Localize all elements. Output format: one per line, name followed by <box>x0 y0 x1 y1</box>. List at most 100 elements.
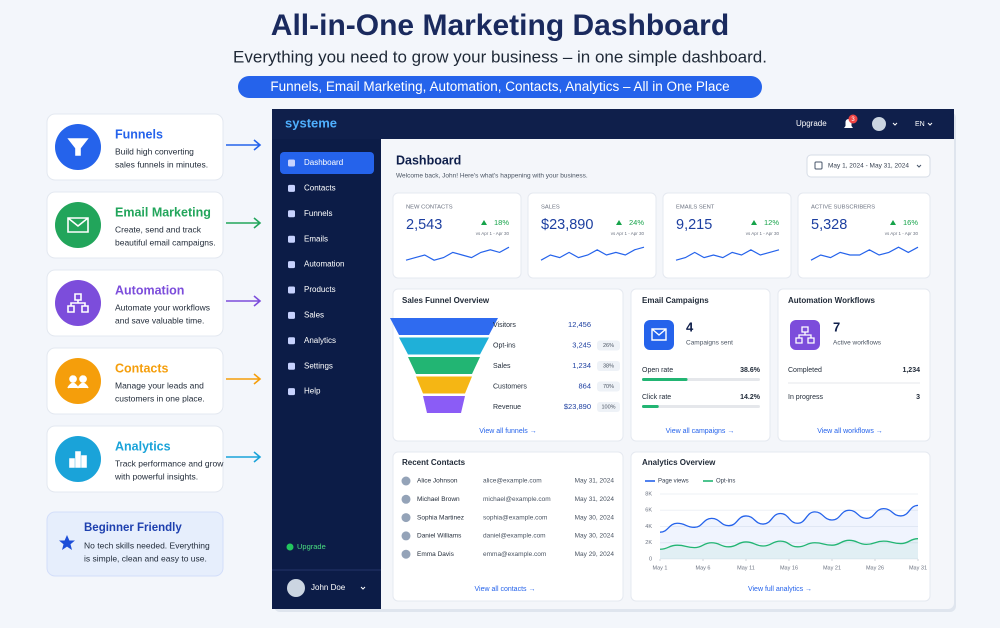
stage-label: Sales <box>493 363 511 370</box>
card-title: Email Campaigns <box>642 296 709 305</box>
card-link[interactable]: View all workflows → <box>817 428 883 435</box>
rate-pill <box>597 361 620 371</box>
nav-icon <box>288 261 295 269</box>
feature-description: Manage your leads and <box>115 380 204 390</box>
contact-name[interactable]: Daniel Williams <box>417 533 462 540</box>
card-link[interactable]: View all contacts → <box>475 586 536 593</box>
rate-pill <box>597 340 620 351</box>
stat-compare: vs Apr 1 - Apr 30 <box>476 231 510 236</box>
contact-name[interactable]: Michael Brown <box>417 496 460 503</box>
nav-item[interactable]: Dashboard <box>304 158 343 167</box>
metric-value: 1,234 <box>902 367 920 374</box>
stat-compare: vs Apr 1 - Apr 30 <box>611 231 645 236</box>
contact-name[interactable]: Alice Johnson <box>417 478 458 485</box>
feature-icon <box>67 138 89 156</box>
card <box>777 288 931 442</box>
date-range[interactable]: May 1, 2024 - May 31, 2024 <box>828 163 909 170</box>
workflow-count: 7 <box>833 319 840 334</box>
beginner-card <box>46 511 224 577</box>
stat-label: EMAILS SENT <box>676 205 715 211</box>
logo: systeme <box>285 115 337 130</box>
nav-item[interactable]: Sales <box>304 311 324 320</box>
x-tick-label: May 16 <box>780 565 798 571</box>
nav-item[interactable]: Automation <box>304 260 344 269</box>
x-tick-label: May 26 <box>866 565 884 571</box>
nav-item[interactable]: Funnels <box>304 209 332 218</box>
stat-value: 9,215 <box>676 217 712 233</box>
date-picker[interactable] <box>806 154 931 178</box>
stat-compare: vs Apr 1 - Apr 30 <box>885 231 919 236</box>
nav-icon <box>288 311 295 319</box>
user-avatar <box>287 579 305 597</box>
upgrade-button[interactable]: Upgrade <box>796 119 827 128</box>
y-tick-label: 0 <box>649 556 652 562</box>
stat-value: 2,543 <box>406 217 442 233</box>
chevron <box>916 164 922 168</box>
welcome-text: Welcome back, John! Here's what's happen… <box>396 173 588 180</box>
metric-value: 14.2% <box>740 394 761 401</box>
stage-value: 12,456 <box>568 320 591 329</box>
nav-item[interactable]: Help <box>304 387 321 396</box>
progress-bar <box>642 378 688 381</box>
feature-title: Automation <box>115 283 184 297</box>
feature-description: with powerful insights. <box>114 471 198 481</box>
nav-item[interactable]: Emails <box>304 234 328 243</box>
feature-arrow <box>226 217 262 229</box>
contact-date: May 31, 2024 <box>575 496 615 503</box>
x-tick-label: May 21 <box>823 565 841 571</box>
funnel-stage <box>416 376 472 394</box>
beginner-description: No tech skills needed. Everything <box>84 540 210 550</box>
nav-item[interactable]: Contacts <box>304 184 336 193</box>
rate-pill <box>597 402 620 412</box>
card-link[interactable]: View full analytics → <box>748 586 812 593</box>
beginner-description: is simple, clean and easy to use. <box>84 553 207 563</box>
stat-change: 24% <box>629 218 644 227</box>
contact-email: alice@example.com <box>483 478 542 485</box>
nav-item[interactable]: Settings <box>304 361 333 370</box>
card-link[interactable]: View all campaigns → <box>666 428 735 435</box>
dashboard-title: Dashboard <box>396 153 461 167</box>
contact-name[interactable]: Sophia Martinez <box>417 514 464 521</box>
sidebar-upgrade[interactable]: Upgrade <box>297 542 326 551</box>
campaign-count: 4 <box>686 319 694 334</box>
profile-avatar[interactable] <box>872 117 886 131</box>
metric-label: Open rate <box>642 367 673 374</box>
feature-title: Contacts <box>115 361 169 375</box>
card <box>392 451 624 602</box>
metric-label: Completed <box>788 367 822 374</box>
stat-change: 16% <box>903 218 918 227</box>
metric-label: In progress <box>788 394 824 401</box>
metric-value: 38.6% <box>740 367 761 374</box>
stat-label: NEW CONTACTS <box>406 205 453 211</box>
sparkline <box>405 246 510 261</box>
card <box>662 192 792 279</box>
stat-change: 18% <box>494 218 509 227</box>
nav-icon <box>288 235 295 243</box>
feature-description: and save valuable time. <box>115 315 204 325</box>
metric-label: Click rate <box>642 394 671 401</box>
stage-value: 3,245 <box>572 340 591 349</box>
progress-bar <box>642 405 659 408</box>
card-link[interactable]: View all funnels → <box>479 428 536 435</box>
stat-label: ACTIVE SUBSCRIBERS <box>811 205 875 211</box>
series-line <box>659 504 919 533</box>
language-selector[interactable]: EN <box>915 121 925 128</box>
nav-icon <box>288 210 295 218</box>
contact-email: sophia@example.com <box>483 514 547 521</box>
user-name[interactable]: John Doe <box>311 583 346 592</box>
card-title: Sales Funnel Overview <box>402 296 490 305</box>
stage-label: Customers <box>493 383 527 390</box>
y-tick-label: 4K <box>645 524 652 530</box>
upgrade-icon <box>286 543 294 551</box>
y-tick-label: 6K <box>645 508 652 514</box>
stage-value: 1,234 <box>572 361 591 370</box>
nav-item[interactable]: Analytics <box>304 336 336 345</box>
x-tick-label: May 11 <box>737 565 755 571</box>
feature-description: Build high converting <box>115 146 194 156</box>
stage-rate: 70% <box>603 384 614 390</box>
star-icon <box>59 535 75 550</box>
contact-name[interactable]: Emma Davis <box>417 551 455 558</box>
nav-item[interactable]: Products <box>304 285 336 294</box>
count-label: Active workflows <box>833 340 882 347</box>
